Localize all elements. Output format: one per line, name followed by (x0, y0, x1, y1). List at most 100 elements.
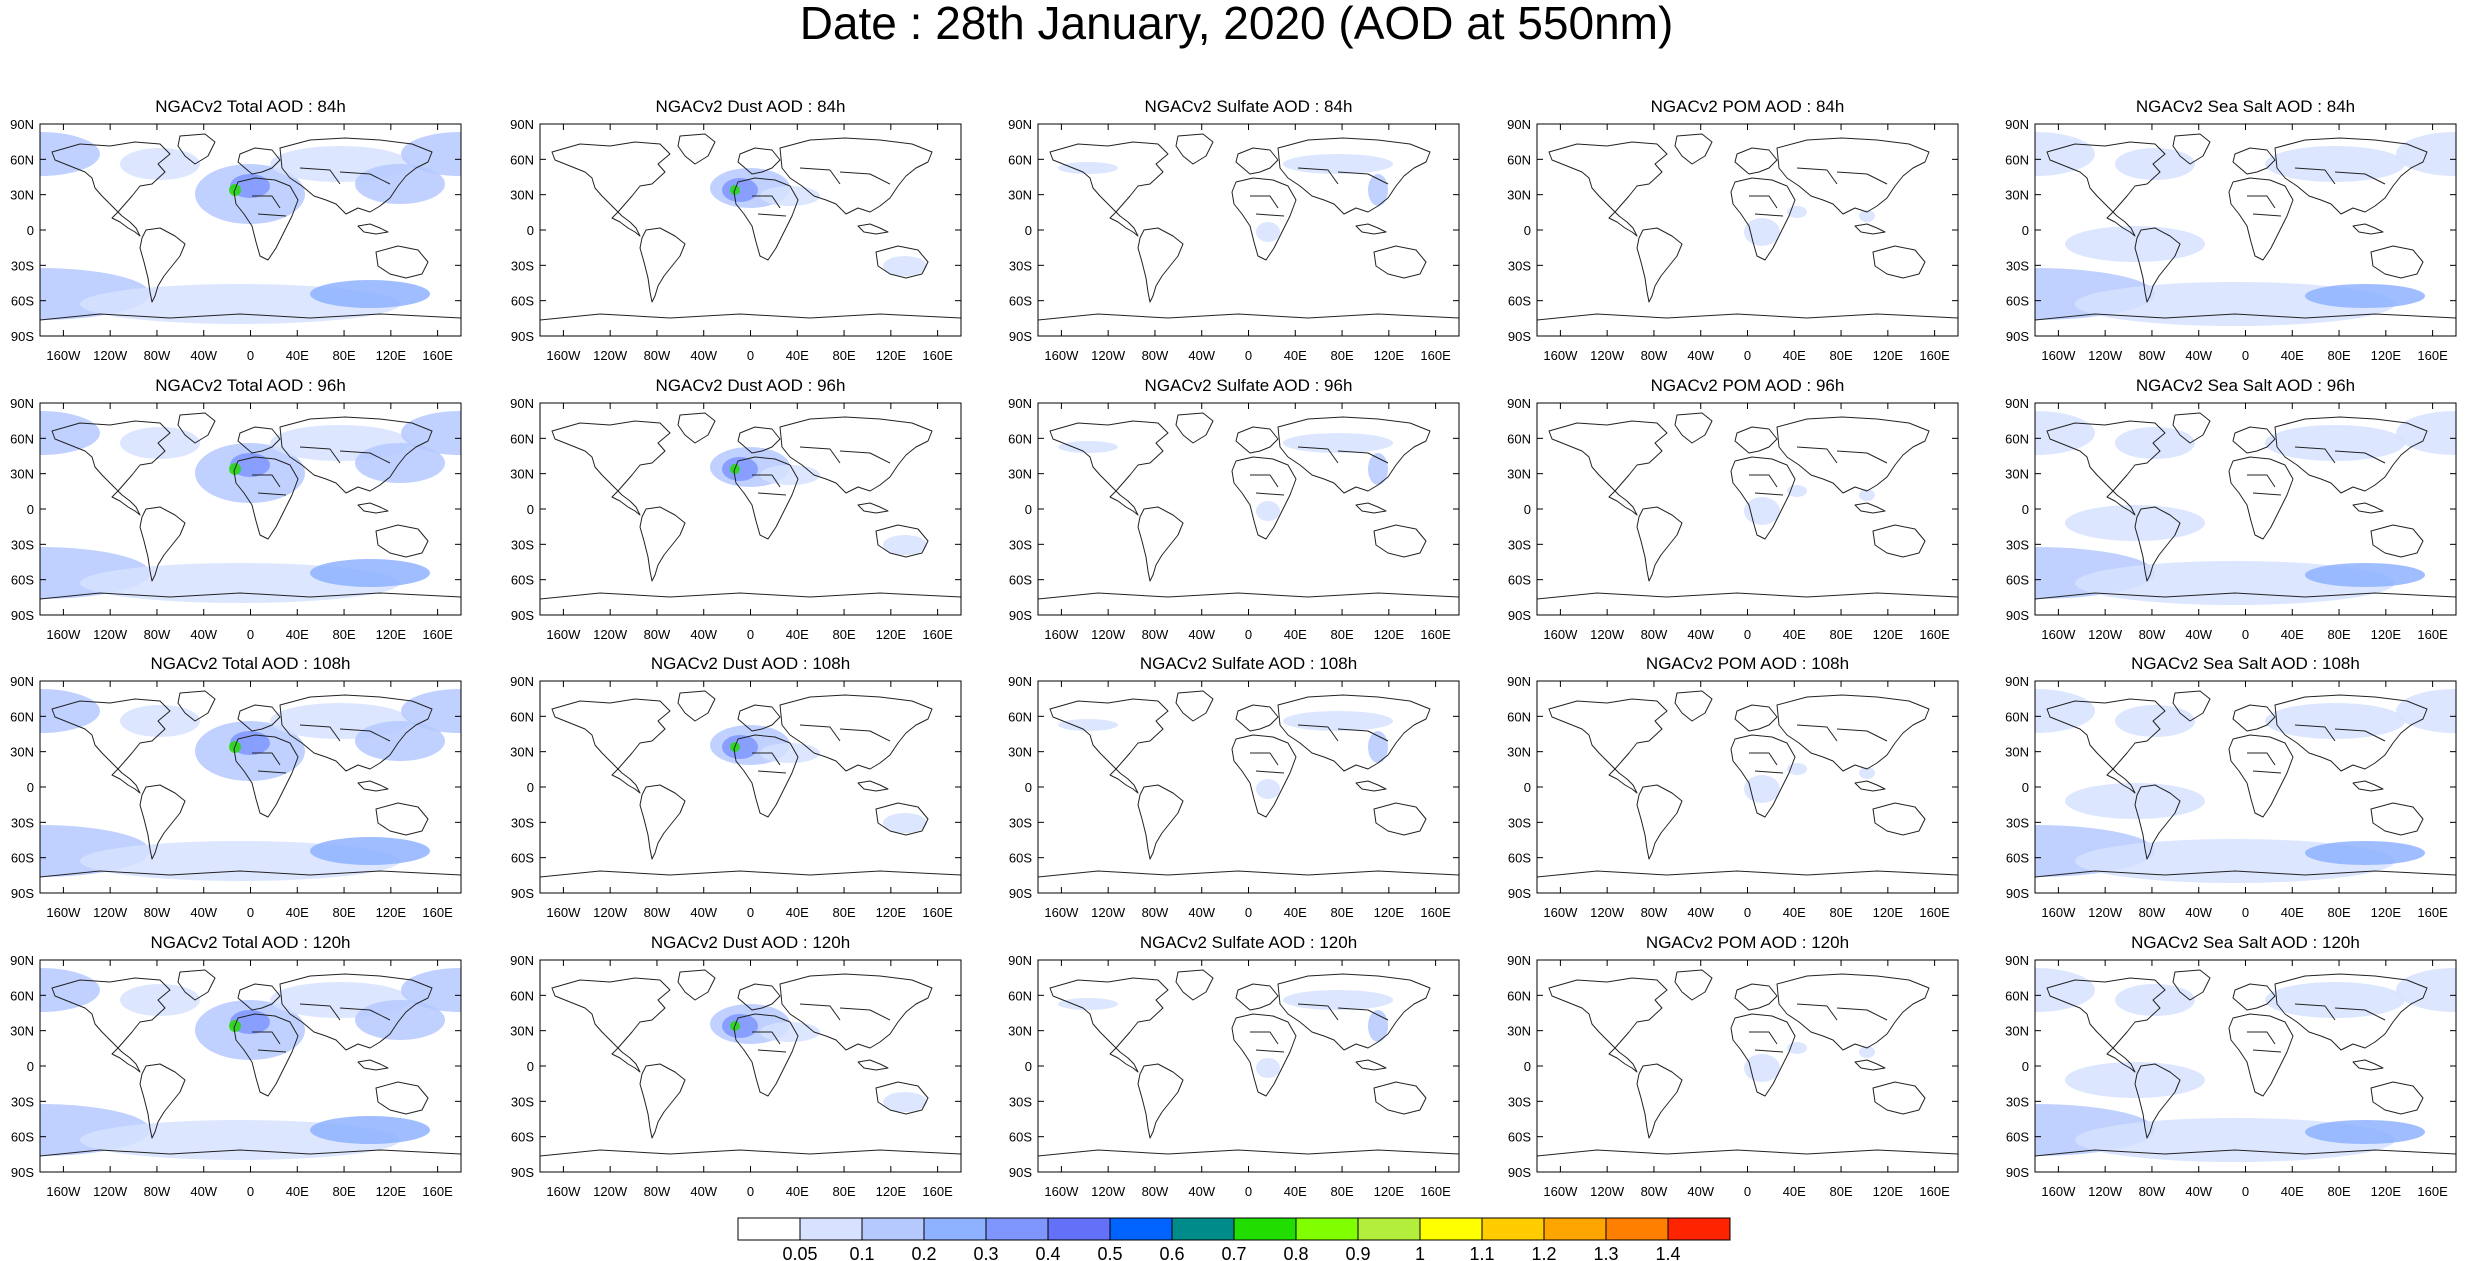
lat-tick-label: 90S (1508, 1165, 1531, 1180)
lat-tick-label: 90S (1508, 886, 1531, 901)
lon-tick-label: 0 (1744, 1184, 1751, 1199)
aod-shading (310, 837, 430, 865)
map-panel: NGACv2 Sea Salt AOD : 96h 90N 60N 30N 0 30S 60… (2005, 376, 2457, 642)
lat-tick-label: 30S (11, 1094, 34, 1109)
aod-field (1058, 990, 1393, 1078)
lat-tick-label: 60N (2005, 709, 2029, 724)
lat-tick-label: 90N (2005, 396, 2029, 411)
lon-tick-label: 0 (747, 627, 754, 642)
colorbar-label: 0.6 (1159, 1244, 1184, 1261)
lat-tick-label: 90S (1009, 329, 1032, 344)
lon-tick-label: 160E (1919, 1184, 1950, 1199)
colorbar-label: 0.5 (1097, 1244, 1122, 1261)
lat-tick-label: 30S (2006, 1094, 2029, 1109)
lon-tick-label: 40W (1687, 1184, 1714, 1199)
lat-tick-label: 0 (1025, 780, 1032, 795)
lat-tick-label: 30N (1507, 1024, 1531, 1039)
lat-tick-label: 30N (2005, 745, 2029, 760)
lat-tick-label: 90S (2006, 886, 2029, 901)
panel-title: NGACv2 Sea Salt AOD : 96h (2136, 376, 2355, 395)
map-panel: NGACv2 Total AOD : 120h 90N 60N 30N 0 30S 60S 9… (10, 933, 462, 1199)
lon-tick-label: 160W (1543, 905, 1578, 920)
lat-tick-label: 30S (1508, 258, 1531, 273)
lon-tick-label: 40W (1687, 348, 1714, 363)
lon-tick-label: 120W (2088, 905, 2123, 920)
lon-tick-label: 120E (376, 1184, 407, 1199)
colorbar-label: 0.3 (973, 1244, 998, 1261)
aod-shading (2305, 1120, 2425, 1144)
lat-tick-label: 60N (2005, 152, 2029, 167)
lat-tick-label: 30N (2005, 1024, 2029, 1039)
lat-tick-label: 90S (1009, 608, 1032, 623)
colorbar-swatch (1233, 1217, 1297, 1241)
aod-shading (2065, 505, 2205, 541)
lon-tick-label: 160E (2417, 627, 2448, 642)
lon-tick-label: 40W (690, 348, 717, 363)
lon-tick-label: 80E (332, 905, 355, 920)
lon-tick-label: 160E (422, 905, 453, 920)
lon-tick-label: 80E (332, 627, 355, 642)
lon-tick-label: 80E (1829, 627, 1852, 642)
lon-tick-label: 80W (2139, 905, 2166, 920)
aod-field (40, 132, 461, 324)
aod-field (710, 725, 927, 833)
aod-shading (310, 280, 430, 308)
aod-shading (1256, 1058, 1280, 1078)
lat-tick-label: 90N (510, 396, 534, 411)
lat-tick-label: 30N (2005, 188, 2029, 203)
aod-shading (2305, 284, 2425, 308)
lon-tick-label: 80W (1142, 627, 1169, 642)
colorbar-swatch (1171, 1217, 1235, 1241)
lat-tick-label: 60S (511, 851, 534, 866)
coastline-overlay (540, 133, 961, 321)
lon-tick-label: 80E (1330, 627, 1353, 642)
lon-tick-label: 40E (786, 348, 809, 363)
lon-tick-label: 80E (832, 905, 855, 920)
lon-tick-label: 40W (1687, 905, 1714, 920)
lon-tick-label: 160E (2417, 1184, 2448, 1199)
lat-tick-label: 0 (2022, 1059, 2029, 1074)
lon-tick-label: 80W (1142, 905, 1169, 920)
panel-title: NGACv2 Total AOD : 120h (150, 933, 350, 952)
aod-shading (2115, 705, 2195, 737)
map-frame (1037, 959, 1460, 1173)
lon-tick-label: 80E (1330, 905, 1353, 920)
panel-title: NGACv2 Sulfate AOD : 84h (1145, 97, 1353, 116)
lat-tick-label: 90S (511, 886, 534, 901)
lat-tick-label: 60N (510, 431, 534, 446)
aod-shading (1859, 210, 1875, 222)
lon-tick-label: 0 (1744, 627, 1751, 642)
lat-tick-label: 0 (1524, 223, 1531, 238)
colorbar-swatch (1481, 1217, 1545, 1241)
lon-tick-label: 160W (1543, 348, 1578, 363)
lon-tick-label: 120E (876, 348, 907, 363)
lat-tick-label: 30S (1009, 537, 1032, 552)
coastline-overlay (1038, 690, 1459, 878)
lon-tick-label: 80E (1829, 905, 1852, 920)
aod-shading (310, 1116, 430, 1144)
lon-tick-label: 160W (546, 1184, 581, 1199)
lon-tick-label: 120W (1091, 1184, 1126, 1199)
lat-tick-label: 90N (2005, 117, 2029, 132)
lat-tick-label: 60N (1008, 152, 1032, 167)
lon-tick-label: 80E (332, 1184, 355, 1199)
panel-title: NGACv2 Dust AOD : 120h (651, 933, 850, 952)
lon-tick-label: 0 (1744, 348, 1751, 363)
lat-tick-label: 60S (11, 1130, 34, 1145)
lon-tick-label: 40E (2281, 1184, 2304, 1199)
lon-tick-label: 160W (1543, 627, 1578, 642)
lon-tick-label: 0 (2242, 348, 2249, 363)
lat-tick-label: 90S (511, 1165, 534, 1180)
aod-shading (120, 427, 200, 459)
lon-tick-label: 80W (644, 905, 671, 920)
lat-tick-label: 30S (2006, 537, 2029, 552)
lon-tick-label: 160W (2041, 627, 2076, 642)
map-frame (539, 959, 962, 1173)
aod-shading (2265, 146, 2405, 182)
lon-tick-label: 120W (1590, 1184, 1625, 1199)
lat-tick-label: 90S (11, 886, 34, 901)
lat-tick-label: 30S (2006, 258, 2029, 273)
lat-tick-label: 90S (511, 329, 534, 344)
lat-tick-label: 60S (2006, 1130, 2029, 1145)
lon-tick-label: 80W (644, 627, 671, 642)
